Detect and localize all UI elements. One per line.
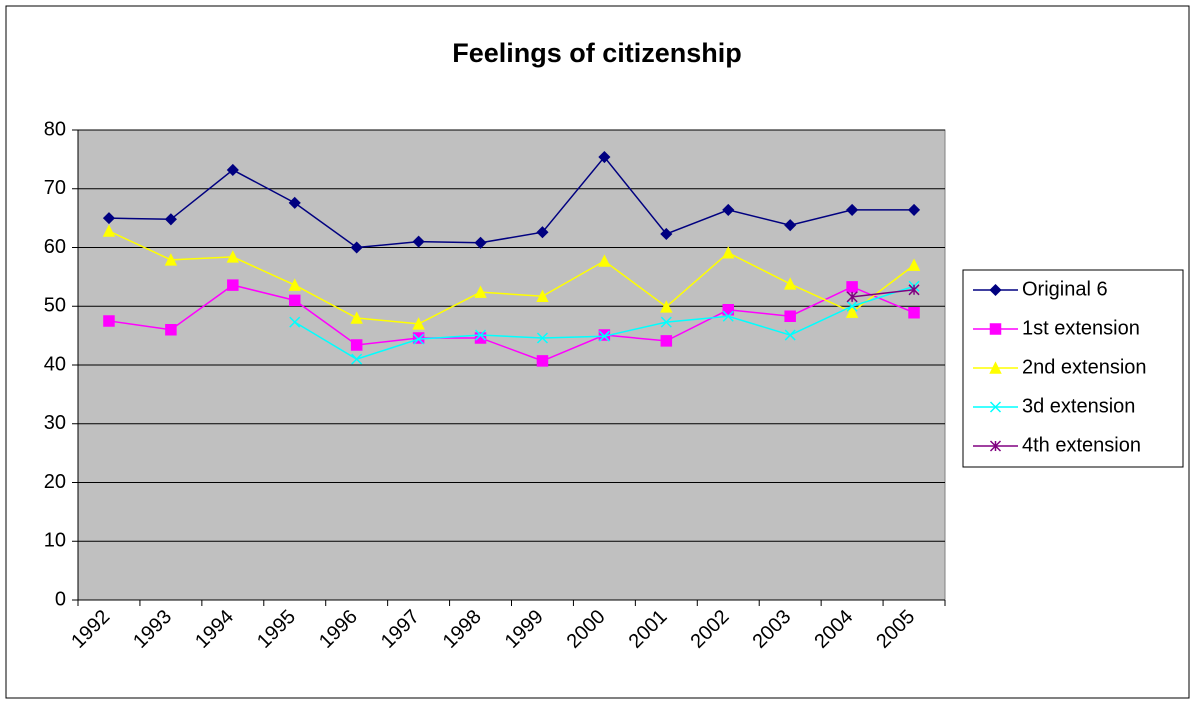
marker (412, 235, 425, 248)
marker (660, 227, 673, 241)
legend-label: 3d extension (1022, 395, 1135, 417)
legend-marker (989, 283, 1002, 297)
legend-marker (989, 440, 1002, 452)
marker (846, 203, 859, 216)
marker (103, 315, 115, 327)
legend-label: 4th extension (1022, 434, 1141, 456)
marker (536, 289, 549, 303)
marker (784, 310, 796, 322)
marker (536, 355, 549, 367)
y-tick-label: 20 (44, 471, 66, 493)
marker (536, 332, 548, 344)
marker (289, 294, 301, 307)
marker (907, 258, 921, 271)
marker (598, 330, 610, 342)
marker (722, 203, 735, 216)
chart-title: Feelings of citizenship (452, 38, 742, 68)
marker (660, 316, 672, 328)
legend-label: 2nd extension (1022, 356, 1147, 378)
marker (226, 163, 239, 177)
marker (350, 339, 363, 351)
marker (784, 219, 797, 232)
marker (846, 300, 858, 312)
marker (722, 310, 734, 322)
y-tick-label: 50 (44, 295, 66, 317)
marker (783, 277, 797, 290)
marker (350, 311, 363, 324)
marker (846, 281, 858, 293)
marker (722, 246, 735, 259)
marker (288, 278, 301, 291)
marker (784, 329, 796, 341)
marker (227, 279, 239, 291)
marker (164, 253, 178, 266)
marker (536, 226, 549, 239)
legend-label: Original 6 (1022, 278, 1108, 300)
marker (289, 316, 301, 328)
y-tick-label: 0 (55, 588, 66, 610)
marker (226, 250, 240, 263)
marker (908, 284, 920, 296)
marker (474, 236, 487, 249)
series-line (108, 155, 915, 249)
y-tick-label: 60 (44, 236, 66, 258)
marker (475, 329, 487, 341)
marker (102, 224, 116, 237)
marker (908, 306, 920, 319)
marker (598, 254, 611, 267)
marker (598, 150, 611, 164)
marker (660, 300, 673, 313)
marker (907, 203, 921, 216)
marker (102, 212, 116, 225)
y-tick-label: 80 (44, 118, 66, 140)
marker (846, 291, 858, 303)
marker (845, 305, 859, 318)
marker (351, 353, 363, 365)
series-line (108, 230, 915, 325)
marker (350, 241, 363, 254)
legend-marker (989, 323, 1002, 335)
marker (412, 332, 425, 344)
series-line (852, 289, 915, 298)
legend-marker (989, 361, 1002, 374)
marker (660, 335, 673, 347)
y-tick-label: 10 (44, 530, 66, 552)
marker (165, 324, 177, 336)
marker (288, 196, 301, 209)
y-tick-label: 30 (44, 412, 66, 434)
marker (474, 285, 487, 298)
marker (413, 333, 425, 345)
marker (164, 213, 177, 226)
series-line (108, 284, 915, 362)
marker (412, 317, 425, 330)
legend-label: 1st extension (1022, 317, 1140, 339)
y-tick-label: 40 (44, 353, 66, 375)
y-tick-label: 70 (44, 177, 66, 199)
legend-marker (989, 401, 1002, 413)
